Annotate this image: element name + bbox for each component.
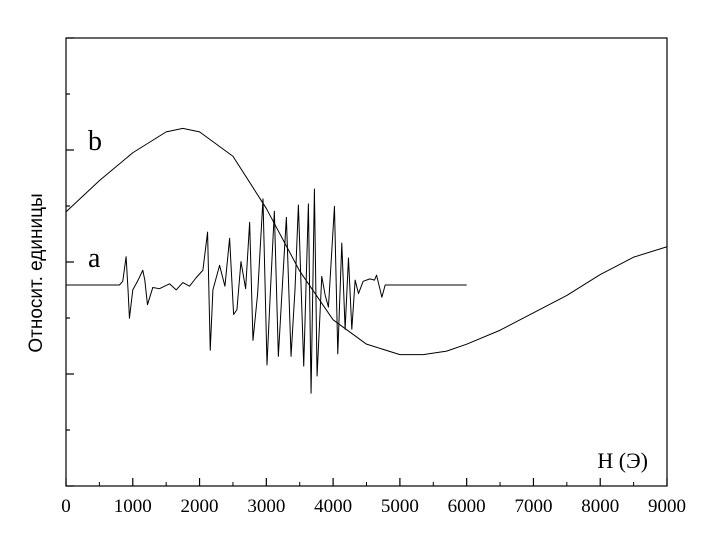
series-line-b <box>65 127 668 356</box>
plot-frame <box>65 37 668 487</box>
series-label-a: a <box>88 243 101 274</box>
x-tick-label: 8000 <box>581 496 619 517</box>
x-tick-label: 0 <box>61 496 71 517</box>
x-tick-label: 6000 <box>448 496 486 517</box>
x-axis-ticks <box>65 478 668 486</box>
x-tick-label: 4000 <box>314 496 352 517</box>
y-axis-ticks <box>66 37 74 487</box>
series-group: ab <box>65 126 668 394</box>
x-tick-label: 1000 <box>114 496 152 517</box>
x-tick-label: 7000 <box>514 496 552 517</box>
x-tick-label: 3000 <box>247 496 285 517</box>
x-axis-label: H (Э) <box>597 448 648 473</box>
x-tick-label: 5000 <box>381 496 419 517</box>
y-axis-label: Относит. единицы <box>26 193 47 352</box>
series-label-b: b <box>88 126 102 157</box>
x-tick-label: 9000 <box>648 496 686 517</box>
x-axis-tick-labels: 0 1000 2000 3000 4000 5000 6000 7000 8000 9000 <box>61 496 686 517</box>
series-line-a <box>66 188 467 394</box>
x-tick-label: 2000 <box>181 496 219 517</box>
